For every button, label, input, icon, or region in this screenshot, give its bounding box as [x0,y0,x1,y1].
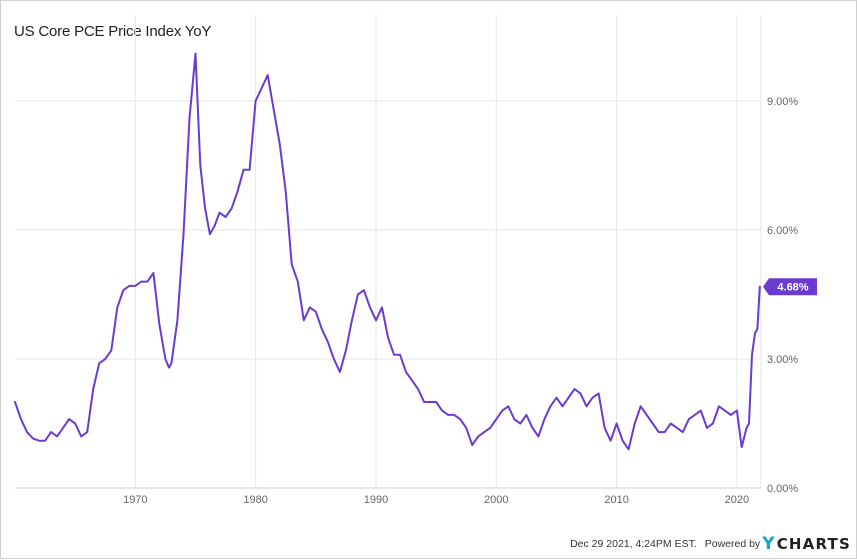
x-tick-label-1980: 1980 [243,494,267,506]
y-tick-label-3: 3.00% [767,354,798,366]
powered-by-label: Powered by [704,538,761,550]
x-tick-label-1970: 1970 [123,494,147,506]
ycharts-logo-text: CHARTS [776,535,851,553]
last-value-label: 4.68% [777,282,808,294]
x-tick-label-1990: 1990 [364,494,388,506]
chart-footer: Dec 29 2021, 4:24PM EST. Powered by Y CH… [561,534,851,554]
x-tick-label-2000: 2000 [484,494,508,506]
x-tick-label-2010: 2010 [604,494,628,506]
y-axis-ticks: 0.00% 3.00% 6.00% 9.00% [767,96,798,495]
ycharts-logo[interactable]: Y CHARTS [762,534,851,554]
timestamp: Dec 29 2021, 4:24PM EST. [570,538,697,550]
ycharts-logo-mark: Y [762,534,776,554]
last-value-tag: 4.68% [763,278,817,296]
chart-title: US Core PCE Price Index YoY [14,23,212,40]
vertical-gridlines [134,15,762,488]
y-tick-label-9: 9.00% [767,96,798,108]
series-line-core-pce [14,52,761,451]
x-axis-ticks: 1970 1980 1990 2000 2010 2020 [123,494,749,506]
y-tick-label-0: 0.00% [767,483,798,495]
x-tick-label-2020: 2020 [725,494,749,506]
y-tick-label-6: 6.00% [767,225,798,237]
horizontal-gridlines [15,100,761,360]
last-value-tag-background [763,278,817,296]
